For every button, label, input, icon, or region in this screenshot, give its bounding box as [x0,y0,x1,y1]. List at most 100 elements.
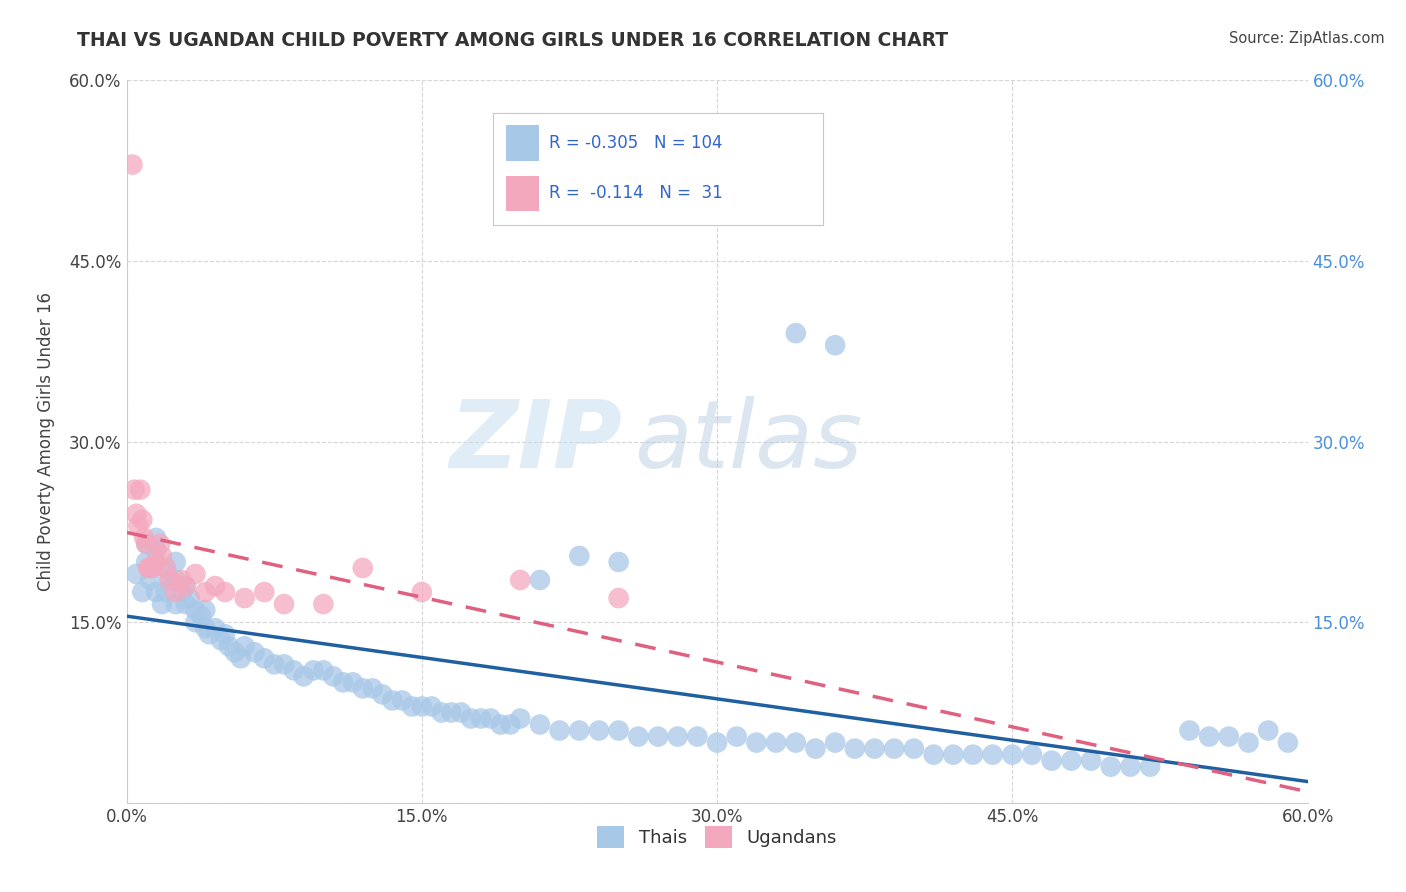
Point [529,573,551,587]
Point [209,633,232,648]
Point [1257,723,1279,738]
Point [962,747,984,762]
Point [165,597,187,611]
Point [844,741,866,756]
Point [121,157,143,171]
Point [499,717,522,731]
Point [411,699,433,714]
Point [942,747,965,762]
Point [568,723,591,738]
Point [292,669,315,683]
Point [588,723,610,738]
Point [627,730,650,744]
Point [765,735,787,749]
Point [229,651,252,665]
Point [391,693,413,707]
Point [1060,754,1083,768]
Point [150,597,173,611]
Point [204,621,226,635]
Point [666,730,689,744]
Point [253,585,276,599]
Point [194,621,217,635]
Point [129,483,152,497]
Point [125,567,148,582]
Point [141,561,163,575]
Point [214,627,236,641]
Text: Source: ZipAtlas.com: Source: ZipAtlas.com [1229,31,1385,46]
Point [352,681,374,696]
Point [785,326,807,340]
Point [1080,754,1102,768]
Point [529,717,551,731]
Point [155,561,177,575]
Point [785,735,807,749]
Point [243,645,266,659]
Point [136,561,159,575]
Point [489,717,512,731]
Point [312,664,335,678]
Legend: Thais, Ugandans: Thais, Ugandans [591,819,844,855]
Point [224,645,246,659]
Point [131,513,153,527]
Point [470,712,492,726]
Point [1139,760,1161,774]
Point [174,597,197,611]
Point [352,561,374,575]
Point [401,699,423,714]
Point [135,537,157,551]
Text: ZIP: ZIP [450,395,623,488]
Point [1218,730,1240,744]
Point [141,561,163,575]
Point [883,741,905,756]
Point [184,603,207,617]
Point [381,693,404,707]
Point [174,579,197,593]
Point [548,723,571,738]
Point [460,712,482,726]
Point [332,675,354,690]
Point [1178,723,1201,738]
Point [214,585,236,599]
Point [824,735,846,749]
Point [165,555,187,569]
Point [686,730,709,744]
Point [218,639,240,653]
Point [371,687,394,701]
Point [194,585,217,599]
Point [155,561,177,575]
Point [479,712,502,726]
Point [440,706,463,720]
Point [745,735,768,749]
Point [647,730,669,744]
Point [509,573,531,587]
Point [170,573,193,587]
Point [804,741,827,756]
Point [607,591,630,605]
Point [568,549,591,563]
Point [159,573,181,587]
Point [145,531,167,545]
Point [184,567,207,582]
Point [430,706,453,720]
Point [411,585,433,599]
Point [420,699,443,714]
Point [145,585,167,599]
Point [725,730,748,744]
Point [139,561,162,575]
Point [135,537,157,551]
Point [184,615,207,630]
Point [283,664,305,678]
Point [824,338,846,352]
Point [342,675,364,690]
Point [607,555,630,569]
Point [706,735,728,749]
Point [134,531,156,545]
Point [1021,747,1043,762]
Point [263,657,285,672]
Point [1099,760,1122,774]
Point [273,597,295,611]
Point [170,585,193,599]
Point [607,723,630,738]
Point [361,681,384,696]
Point [155,585,177,599]
